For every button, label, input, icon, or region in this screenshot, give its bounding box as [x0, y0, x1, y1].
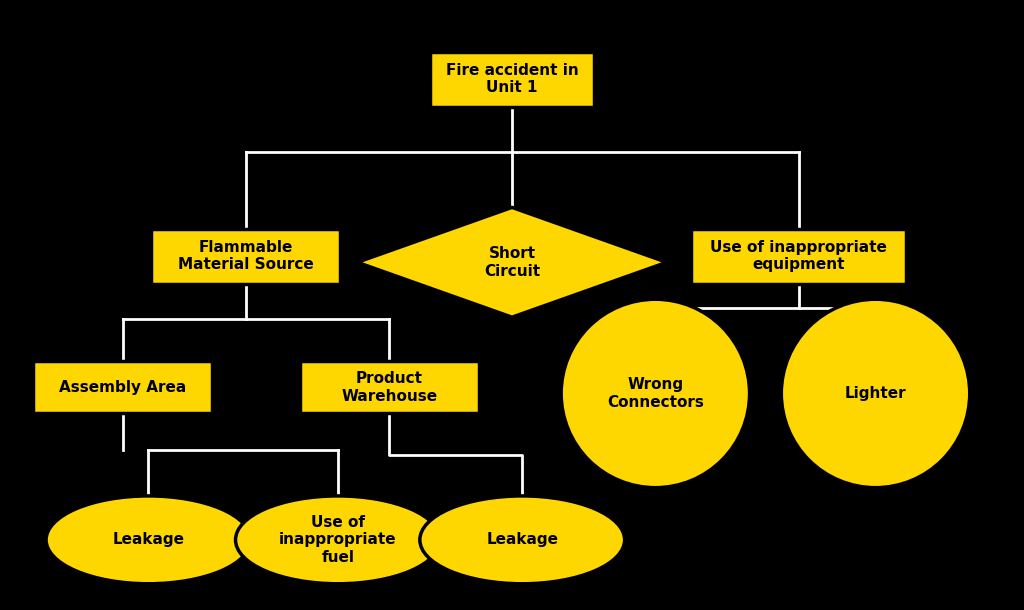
FancyBboxPatch shape: [152, 229, 340, 284]
FancyBboxPatch shape: [299, 361, 478, 414]
Polygon shape: [357, 207, 667, 317]
Text: Wrong
Connectors: Wrong Connectors: [607, 377, 703, 410]
Ellipse shape: [561, 300, 750, 487]
Text: Use of
inappropriate
fuel: Use of inappropriate fuel: [280, 515, 396, 565]
Text: Leakage: Leakage: [113, 533, 184, 547]
Ellipse shape: [781, 300, 970, 487]
Text: Short
Circuit: Short Circuit: [484, 246, 540, 279]
Ellipse shape: [236, 496, 440, 584]
Text: Leakage: Leakage: [486, 533, 558, 547]
Text: Fire accident in
Unit 1: Fire accident in Unit 1: [445, 63, 579, 96]
Ellipse shape: [46, 496, 251, 584]
Text: Flammable
Material Source: Flammable Material Source: [178, 240, 313, 273]
FancyBboxPatch shape: [430, 52, 594, 107]
Text: Use of inappropriate
equipment: Use of inappropriate equipment: [711, 240, 887, 273]
Ellipse shape: [420, 496, 625, 584]
FancyBboxPatch shape: [33, 361, 213, 414]
Text: Assembly Area: Assembly Area: [59, 380, 186, 395]
Text: Lighter: Lighter: [845, 386, 906, 401]
Text: Product
Warehouse: Product Warehouse: [341, 371, 437, 404]
FancyBboxPatch shape: [691, 229, 906, 284]
